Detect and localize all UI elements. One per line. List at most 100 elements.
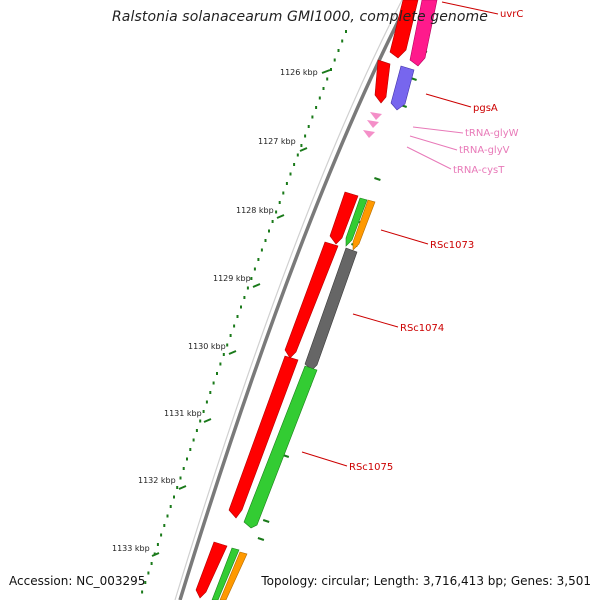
gene-label-uvrC[interactable]: uvrC <box>500 9 523 20</box>
scale-dot <box>268 229 270 233</box>
kbp-tick-label: 1131 kbp <box>164 409 202 418</box>
scale-dot <box>311 115 314 119</box>
inner-dash <box>374 177 381 181</box>
trna-glyW-arrow[interactable] <box>370 112 382 120</box>
scale-dot <box>144 581 147 584</box>
scale-dot <box>333 58 336 62</box>
scale-dot <box>236 315 239 318</box>
kbp-tick-label: 1129 kbp <box>213 274 251 283</box>
leader-line <box>425 93 472 108</box>
leader-line <box>380 229 429 245</box>
scale-dot <box>304 134 307 138</box>
kbp-tick-label: 1127 kbp <box>258 137 296 146</box>
kbp-tick-mark <box>178 485 187 490</box>
inner-dash <box>257 537 265 541</box>
scale-dot <box>337 49 340 52</box>
scale-dot <box>285 182 288 185</box>
cds-RSc1073-green[interactable] <box>345 197 368 247</box>
scale-dot <box>271 220 274 223</box>
scale-dot <box>257 258 260 261</box>
scale-dot <box>209 391 212 394</box>
scale-dot <box>176 486 179 489</box>
kbp-tick-mark <box>228 350 237 355</box>
cds-bottom-green[interactable] <box>211 547 240 600</box>
scale-dot <box>250 277 253 280</box>
kbp-tick-label: 1132 kbp <box>138 476 176 485</box>
kbp-tick-label: 1130 kbp <box>188 342 226 351</box>
scale-dot <box>156 543 159 546</box>
gene-label-pgsA[interactable]: pgsA <box>473 103 498 114</box>
scale-dot <box>173 495 175 499</box>
cds-pgsA-purple[interactable] <box>390 65 415 111</box>
scale-dot <box>243 296 246 299</box>
gene-label-tRNA-cysT[interactable]: tRNA-cysT <box>453 165 505 176</box>
leader-line <box>409 135 458 151</box>
scale-dot <box>293 163 296 166</box>
kbp-tick-label: 1128 kbp <box>236 206 274 215</box>
scale-dot <box>326 77 329 81</box>
cds-features <box>195 0 438 600</box>
cds-pgsA-red[interactable] <box>374 59 391 104</box>
gene-label-tRNA-glyW[interactable]: tRNA-glyW <box>465 128 519 139</box>
scale-dot <box>282 191 285 195</box>
scale-dot <box>226 343 229 347</box>
scale-dots <box>141 30 347 594</box>
cds-uvrC-magenta[interactable] <box>409 0 438 67</box>
kbp-tick-mark <box>151 552 160 557</box>
scale-dot <box>229 334 232 337</box>
leader-line <box>406 146 452 170</box>
kbp-tick-mark <box>299 147 308 152</box>
cds-bottom-red[interactable] <box>195 541 228 599</box>
scale-dot <box>186 457 188 461</box>
scale-dot <box>199 419 202 423</box>
gene-label-RSc1073[interactable]: RSc1073 <box>430 240 474 251</box>
backbone-circle <box>174 0 411 600</box>
scale-dot <box>253 267 256 271</box>
scale-dot <box>216 372 218 375</box>
scale-dot <box>219 362 222 366</box>
cds-bottom-orange[interactable] <box>219 551 248 600</box>
map-title: Ralstonia solanacearum GMI1000, complete… <box>111 9 489 25</box>
accession-text: Accession: NC_003295 <box>9 574 146 588</box>
backbone-outer <box>178 0 411 600</box>
scale-dot <box>275 210 278 214</box>
cds-RSc1075-green[interactable] <box>243 365 318 529</box>
kbp-tick-mark <box>252 283 261 288</box>
kbp-tick-mark <box>203 418 212 423</box>
kbp-tick-group: 1126 kbp 1127 kbp 1128 kbp 1129 kbp 1130… <box>112 68 331 557</box>
trna-cysT-arrow[interactable] <box>363 130 375 138</box>
leader-line <box>301 451 348 467</box>
scale-dot <box>202 410 205 413</box>
scale-dot <box>307 125 310 128</box>
kbp-tick-label: 1126 kbp <box>280 68 318 77</box>
gene-label-RSc1074[interactable]: RSc1074 <box>400 323 444 334</box>
scale-dot <box>318 96 321 100</box>
scale-dot <box>160 533 163 537</box>
scale-dot <box>179 476 182 480</box>
cds-RSc1074-gray[interactable] <box>304 247 358 371</box>
backbone-inner <box>174 0 403 600</box>
cds-RSc1073-orange[interactable] <box>352 199 376 251</box>
scale-dot <box>240 305 242 309</box>
trna-glyV-arrow[interactable] <box>367 120 379 128</box>
scale-dot <box>264 239 267 242</box>
scale-dot <box>205 400 208 404</box>
scale-dot <box>147 571 150 575</box>
scale-dot <box>330 68 332 71</box>
cds-RSc1074-red[interactable] <box>284 241 339 359</box>
kbp-tick-mark <box>321 69 331 74</box>
scale-dot <box>315 106 318 109</box>
scale-dot <box>322 87 325 90</box>
kbp-tick-label: 1133 kbp <box>112 544 150 553</box>
scale-dot <box>341 39 344 43</box>
gene-label-tRNA-glyV[interactable]: tRNA-glyV <box>459 145 510 156</box>
scale-dot <box>345 30 347 33</box>
gene-label-RSc1075[interactable]: RSc1075 <box>349 462 393 473</box>
scale-dot <box>300 144 303 147</box>
leader-line <box>441 1 499 15</box>
cds-uvrC-red[interactable] <box>389 0 419 59</box>
scale-dot <box>189 448 192 451</box>
cds-RSc1073-red[interactable] <box>329 191 359 245</box>
cds-RSc1075-red[interactable] <box>228 355 299 519</box>
